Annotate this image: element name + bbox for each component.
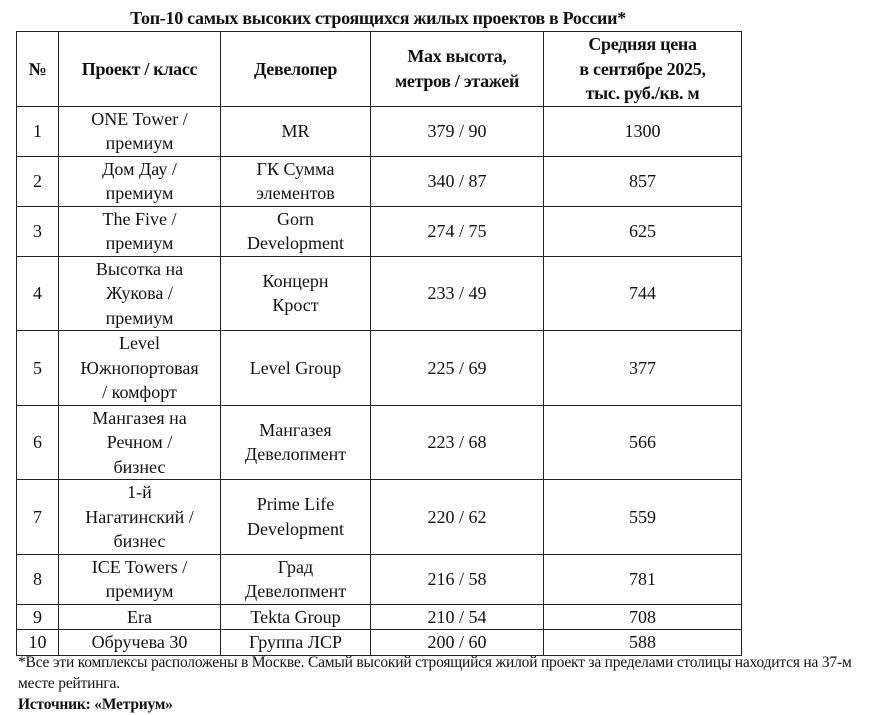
header-row: № Проект / класс Девелопер Max высота, м… (16, 31, 742, 107)
cell-developer: Град Девелопмент (220, 553, 371, 605)
table-row: 8 ICE Towers / премиум Град Девелопмент 216… (16, 553, 742, 605)
cell-project: Level Южнопортовая / комфорт (58, 330, 221, 406)
projects-table: № Проект / класс Девелопер Max высота, м… (16, 31, 742, 656)
cell-height: 200 / 60 (370, 629, 544, 656)
table-row: 9 Era Tekta Group 210 / 54 708 (16, 603, 742, 630)
cell-height: 223 / 68 (370, 404, 544, 480)
cell-n: 3 (16, 205, 59, 257)
table-row: 6 Мангазея на Речном / бизнес Мангазея Дев… (16, 404, 742, 480)
cell-n: 9 (16, 603, 59, 630)
cell-price: 1300 (543, 105, 742, 157)
cell-price: 588 (543, 629, 742, 656)
cell-height: 340 / 87 (370, 155, 544, 207)
cell-project: ICE Towers / премиум (58, 553, 221, 605)
cell-developer: Prime Life Development (220, 479, 371, 555)
table-row: 4 Высотка на Жукова / премиум Концерн Крос… (16, 255, 742, 331)
cell-project: Era (58, 603, 221, 630)
cell-developer: ГК Сумма элементов (220, 155, 371, 207)
cell-price: 377 (543, 330, 742, 406)
table-title: Топ-10 самых высоких строящихся жилых пр… (130, 8, 626, 28)
cell-n: 1 (16, 105, 59, 157)
cell-n: 6 (16, 404, 59, 480)
cell-developer: Группа ЛСР (220, 629, 371, 656)
source: Источник: «Метриум» (18, 696, 173, 713)
cell-developer: MR (220, 105, 371, 157)
cell-project: Обручева 30 (58, 629, 221, 656)
footer: *Все эти комплексы расположены в Москве.… (18, 652, 868, 715)
table-row: 2 Дом Дау / премиум ГК Сумма элементов 340 … (16, 155, 742, 207)
cell-n: 8 (16, 553, 59, 605)
header-price: Средняя цена в сентябре 2025, тыс. руб./… (543, 31, 742, 107)
cell-height: 274 / 75 (370, 205, 544, 257)
cell-price: 744 (543, 255, 742, 331)
cell-height: 216 / 58 (370, 553, 544, 605)
cell-project: Высотка на Жукова / премиум (58, 255, 221, 331)
cell-price: 559 (543, 479, 742, 555)
cell-n: 4 (16, 255, 59, 331)
cell-price: 708 (543, 603, 742, 630)
cell-price: 781 (543, 553, 742, 605)
cell-height: 220 / 62 (370, 479, 544, 555)
cell-developer: Концерн Крост (220, 255, 371, 331)
table-row: 5 Level Южнопортовая / комфорт Level Group… (16, 330, 742, 406)
cell-project: Мангазея на Речном / бизнес (58, 404, 221, 480)
cell-n: 10 (16, 629, 59, 656)
cell-height: 233 / 49 (370, 255, 544, 331)
cell-price: 625 (543, 205, 742, 257)
cell-n: 5 (16, 330, 59, 406)
cell-height: 210 / 54 (370, 603, 544, 630)
cell-n: 7 (16, 479, 59, 555)
cell-project: Дом Дау / премиум (58, 155, 221, 207)
table-row: 3 The Five / премиум Gorn Development 274 /… (16, 205, 742, 257)
header-number: № (16, 31, 59, 107)
table-row: 1 ONE Tower / премиум MR 379 / 90 1300 (16, 105, 742, 157)
table-row: 10 Обручева 30 Группа ЛСР 200 / 60 588 (16, 629, 742, 656)
cell-project: 1-й Нагатинский / бизнес (58, 479, 221, 555)
footnote: *Все эти комплексы расположены в Москве.… (18, 654, 852, 692)
header-developer: Девелопер (220, 31, 371, 107)
cell-height: 379 / 90 (370, 105, 544, 157)
header-height: Max высота, метров / этажей (370, 31, 544, 107)
cell-developer: Level Group (220, 330, 371, 406)
cell-project: The Five / премиум (58, 205, 221, 257)
cell-height: 225 / 69 (370, 330, 544, 406)
table-row: 7 1-й Нагатинский / бизнес Prime Life Deve… (16, 479, 742, 555)
cell-developer: Tekta Group (220, 603, 371, 630)
cell-developer: Мангазея Девелопмент (220, 404, 371, 480)
cell-n: 2 (16, 155, 59, 207)
header-project: Проект / класс (58, 31, 221, 107)
cell-project: ONE Tower / премиум (58, 105, 221, 157)
cell-price: 566 (543, 404, 742, 480)
cell-developer: Gorn Development (220, 205, 371, 257)
cell-price: 857 (543, 155, 742, 207)
